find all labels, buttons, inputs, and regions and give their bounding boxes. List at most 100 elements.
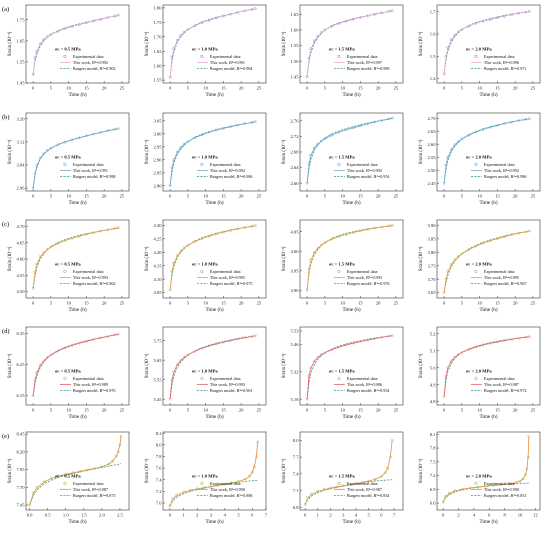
y-tick-label: 3.90 xyxy=(427,223,436,228)
legend-this-work: This work, R²=0.987 xyxy=(73,487,108,493)
experimental-point xyxy=(223,482,227,486)
y-axis-label: Strain (10⁻³) xyxy=(7,353,13,378)
x-tick-label: 10 xyxy=(340,301,345,306)
this-work-line xyxy=(169,121,256,186)
experimental-point xyxy=(456,140,460,143)
experimental-point xyxy=(373,337,376,341)
experimental-point xyxy=(380,11,384,15)
y-tick-label: 5.18 xyxy=(290,397,299,402)
x-tick-label: 25 xyxy=(120,301,125,306)
legend-experimental: Experimental data xyxy=(210,162,241,167)
x-tick-label: 15 xyxy=(495,408,500,413)
legend-marker-experimental xyxy=(474,269,478,273)
experimental-point xyxy=(467,133,471,137)
x-tick-label: 0.5 xyxy=(45,513,51,518)
experimental-point xyxy=(383,471,387,475)
x-tick-label: 10 xyxy=(340,408,345,413)
x-tick-label: 15 xyxy=(84,301,89,306)
experimental-point xyxy=(182,30,186,34)
x-tick-label: 25 xyxy=(257,301,262,306)
experimental-point xyxy=(113,227,117,230)
y-tick-label: 3.05 xyxy=(153,118,162,123)
legend-this-work: This work, R²=0.992 xyxy=(210,168,245,174)
x-tick-label: 20 xyxy=(102,301,107,306)
experimental-point xyxy=(49,245,53,249)
y-axis-label: Strain (10⁻³) xyxy=(144,458,150,483)
experimental-point xyxy=(488,239,492,243)
legend-marker-experimental xyxy=(200,162,204,166)
experimental-point xyxy=(172,46,176,50)
experimental-point xyxy=(99,229,102,233)
experimental-point xyxy=(503,122,506,126)
burgers-model-line xyxy=(306,335,393,400)
x-tick-label: 15 xyxy=(495,86,500,91)
experimental-point xyxy=(312,359,316,363)
legend-burgers: Burgers model, R²=0.976 xyxy=(73,388,116,394)
y-tick-label: 5.1 xyxy=(430,348,436,353)
experimental-point xyxy=(481,128,485,131)
experimental-point xyxy=(38,363,42,367)
experimental-point xyxy=(449,359,453,363)
experimental-point xyxy=(310,492,313,496)
x-tick-label: 5 xyxy=(187,194,190,199)
experimental-point xyxy=(330,237,334,241)
x-tick-label: 25 xyxy=(394,301,399,306)
y-tick-label: 8.0 xyxy=(293,438,299,443)
y-tick-label: 2.70 xyxy=(427,116,436,121)
experimental-point xyxy=(182,142,186,146)
panel-4-2: 0 1 2 3 4 5 6 7 6.8 7.1 7.4 7.7 8.0 Time (h) Strain (1… xyxy=(281,431,404,525)
y-axis-label: Strain (10⁻³) xyxy=(281,31,287,56)
experimental-point xyxy=(253,334,257,338)
experimental-point xyxy=(453,355,457,359)
experimental-point xyxy=(116,332,120,336)
x-axis-label: Time (h) xyxy=(205,199,223,206)
stress-label: σc = 1.5 MPa xyxy=(329,154,355,159)
y-tick-label: 2.72 xyxy=(290,134,299,139)
x-tick-label: 25 xyxy=(531,194,536,199)
experimental-point xyxy=(380,225,384,229)
legend-marker-experimental xyxy=(200,54,204,58)
experimental-point xyxy=(250,470,254,474)
x-tick-label: 20 xyxy=(239,86,244,91)
experimental-point xyxy=(200,21,204,24)
experimental-point xyxy=(195,487,199,491)
legend-marker-experimental xyxy=(474,162,478,166)
y-tick-label: 2.90 xyxy=(153,157,162,162)
experimental-point xyxy=(38,42,42,46)
x-tick-label: 2.5 xyxy=(117,513,123,518)
experimental-point xyxy=(366,14,369,18)
y-axis-label: Strain (10⁻³) xyxy=(144,246,150,271)
experimental-point xyxy=(496,124,499,127)
legend-marker-experimental xyxy=(63,376,67,380)
stress-label: σc = 1.0 MPa xyxy=(192,154,218,159)
experimental-point xyxy=(172,370,176,374)
y-tick-label: 3.90 xyxy=(290,288,299,293)
experimental-point xyxy=(305,181,309,185)
experimental-point xyxy=(330,348,334,351)
x-axis-label: Time (h) xyxy=(68,199,86,206)
y-tick-label: 4.15 xyxy=(153,263,162,268)
legend-marker-experimental xyxy=(63,54,67,58)
experimental-point xyxy=(253,7,257,10)
stress-label: σc = 2.0 MPa xyxy=(466,46,492,51)
burgers-model-line xyxy=(169,121,256,186)
y-tick-label: 1.6 xyxy=(430,32,436,37)
experimental-point xyxy=(319,353,323,357)
stress-label: σc = 1.5 MPa xyxy=(329,368,355,373)
experimental-point xyxy=(250,335,254,338)
legend-this-work: This work, R²=0.993 xyxy=(210,382,245,388)
stress-label: σc = 1.0 MPa xyxy=(192,46,218,51)
x-tick-label: 5 xyxy=(324,301,327,306)
experimental-point xyxy=(517,336,521,340)
experimental-point xyxy=(444,494,447,498)
y-tick-label: 3.65 xyxy=(427,290,436,295)
row-label-3: (d) xyxy=(2,328,10,335)
y-tick-label: 4.10 xyxy=(153,277,162,282)
experimental-point xyxy=(49,146,53,150)
plot-frame xyxy=(299,4,404,84)
experimental-point xyxy=(200,237,204,240)
legend-burgers: Burgers model, R²=0.873 xyxy=(73,493,116,499)
y-tick-label: 2.55 xyxy=(427,155,436,160)
experimental-point xyxy=(111,459,115,463)
y-tick-label: 3.00 xyxy=(153,131,162,136)
